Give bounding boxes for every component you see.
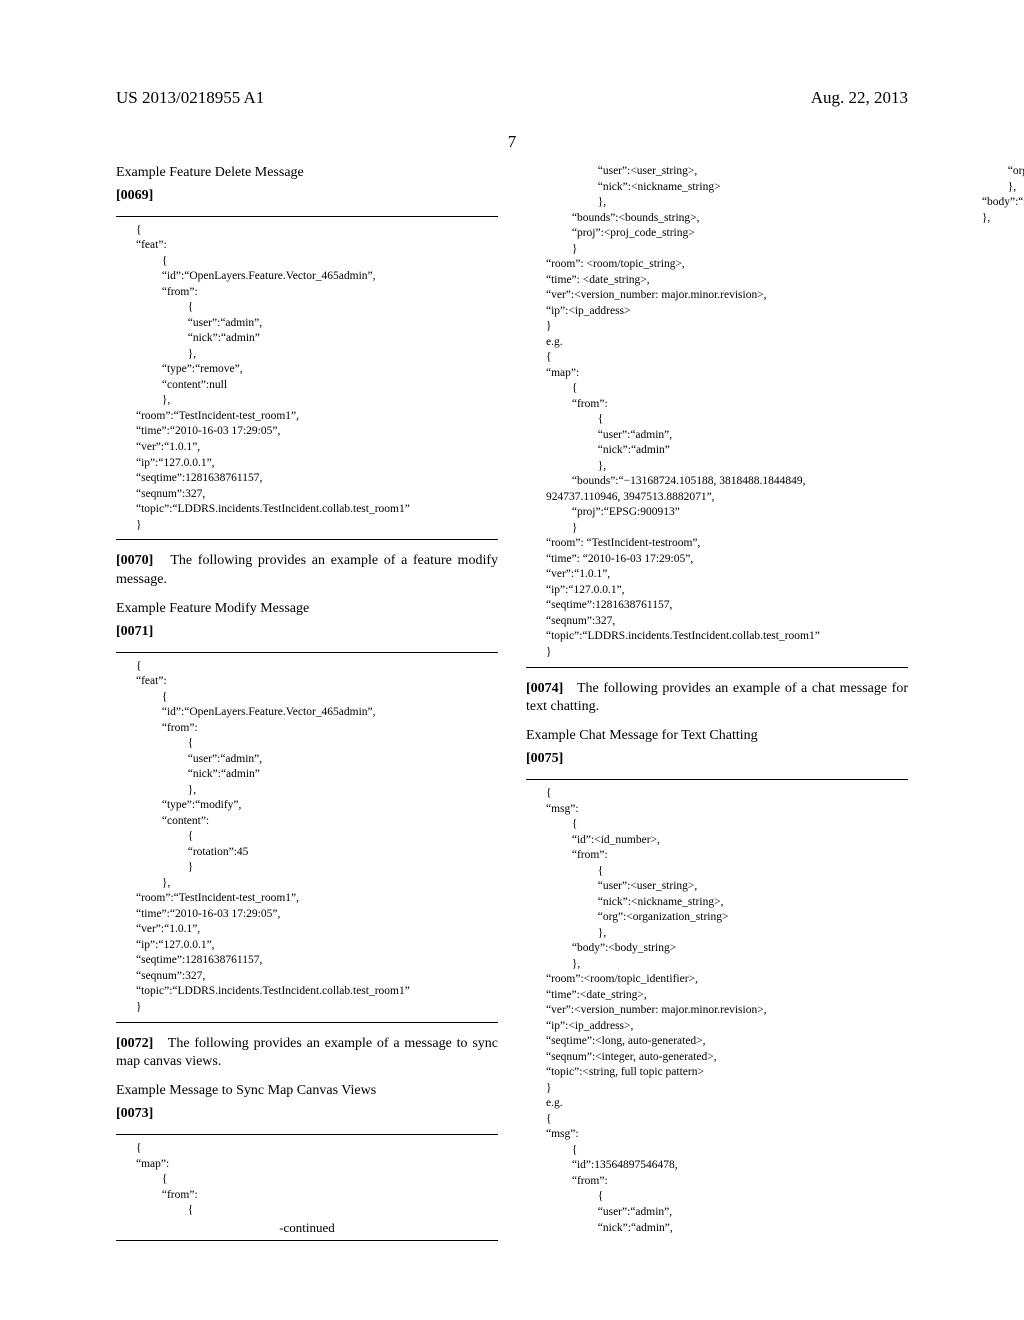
continued-label: -continued	[116, 1219, 498, 1237]
section-title: Example Feature Modify Message	[116, 600, 498, 619]
doc-id: US 2013/0218955 A1	[116, 88, 264, 108]
paragraph-number: [0074]	[526, 681, 563, 696]
separator	[116, 1134, 498, 1135]
paragraph-number: [0069]	[116, 188, 153, 203]
section-title: Example Feature Delete Message	[116, 164, 498, 183]
separator	[116, 1240, 498, 1241]
code-listing: { “feat”: { “id”:“OpenLayers.Feature.Vec…	[116, 659, 498, 1016]
code-listing: “user”:<user_string>, “nick”:<nickname_s…	[526, 164, 908, 661]
page-number: 7	[0, 132, 1024, 152]
separator	[116, 1022, 498, 1023]
code-listing: { “feat”: { “id”:“OpenLayers.Feature.Vec…	[116, 223, 498, 533]
code-listing: { “map”: { “from”: {	[116, 1141, 498, 1219]
separator	[116, 539, 498, 540]
paragraph-text: The following provides an example of a m…	[116, 1036, 498, 1070]
doc-date: Aug. 22, 2013	[811, 88, 908, 108]
paragraph-number: [0070]	[116, 553, 153, 568]
section-title: Example Message to Sync Map Canvas Views	[116, 1082, 498, 1101]
separator	[116, 216, 498, 217]
paragraph-text: The following provides an example of a c…	[526, 681, 908, 715]
separator	[116, 652, 498, 653]
paragraph-number: [0071]	[116, 624, 153, 639]
paragraph-text: The following provides an example of a f…	[116, 553, 498, 587]
separator	[526, 779, 908, 780]
section-title: Example Chat Message for Text Chatting	[526, 727, 908, 746]
separator	[526, 667, 908, 668]
paragraph-number: [0075]	[526, 751, 563, 766]
paragraph-number: [0073]	[116, 1106, 153, 1121]
paragraph-number: [0072]	[116, 1036, 153, 1051]
